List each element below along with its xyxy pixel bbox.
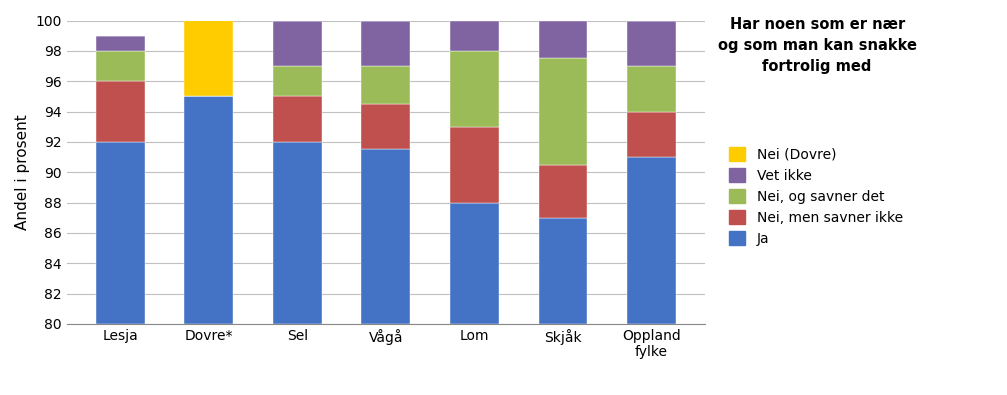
- Bar: [273, 21, 321, 66]
- Bar: [273, 96, 321, 142]
- Bar: [539, 165, 587, 218]
- Bar: [362, 104, 410, 149]
- Bar: [96, 36, 145, 51]
- Bar: [362, 149, 410, 324]
- Bar: [627, 66, 676, 111]
- Bar: [96, 51, 145, 81]
- Bar: [539, 218, 587, 324]
- Bar: [362, 66, 410, 104]
- Bar: [96, 81, 145, 142]
- Bar: [273, 142, 321, 324]
- Bar: [362, 21, 410, 66]
- Bar: [450, 203, 498, 324]
- Bar: [450, 127, 498, 203]
- Legend: Nei (Dovre), Vet ikke, Nei, og savner det, Nei, men savner ikke, Ja: Nei (Dovre), Vet ikke, Nei, og savner de…: [725, 143, 907, 250]
- Bar: [539, 58, 587, 165]
- Bar: [184, 21, 233, 96]
- Bar: [184, 96, 233, 324]
- Bar: [450, 21, 498, 51]
- Bar: [96, 142, 145, 324]
- Bar: [627, 111, 676, 157]
- Bar: [450, 51, 498, 127]
- Bar: [627, 21, 676, 66]
- Bar: [273, 66, 321, 96]
- Bar: [627, 157, 676, 324]
- Text: Har noen som er nær
og som man kan snakke
fortrolig med: Har noen som er nær og som man kan snakk…: [718, 17, 916, 75]
- Bar: [539, 21, 587, 58]
- Y-axis label: Andel i prosent: Andel i prosent: [15, 114, 30, 230]
